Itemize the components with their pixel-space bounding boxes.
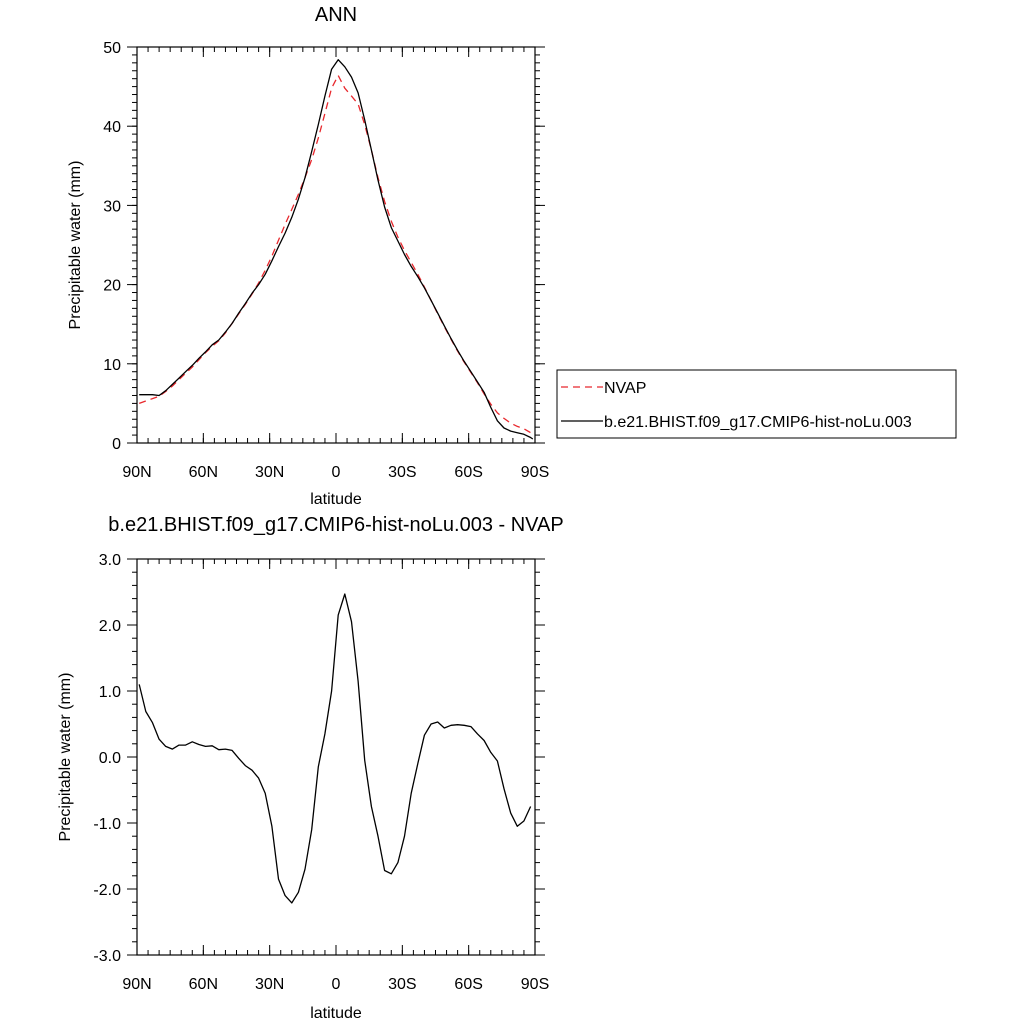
top-chart-y-tick-label: 10 — [103, 357, 121, 374]
bottom-chart-panel: b.e21.BHIST.f09_g17.CMIP6-hist-noLu.003 … — [57, 514, 564, 1022]
top-chart-x-tick-label: 60S — [454, 464, 482, 481]
bottom-chart-x-tick-label: 0 — [332, 976, 341, 993]
bottom-chart-x-tick-label: 30N — [255, 976, 284, 993]
bottom-chart-x-tick-label: 60N — [189, 976, 218, 993]
top-chart-series-line-0 — [138, 74, 534, 436]
top-chart-x-tick-label: 60N — [189, 464, 218, 481]
top-chart-y-tick-label: 50 — [103, 40, 121, 57]
legend: NVAP b.e21.BHIST.f09_g17.CMIP6-hist-noLu… — [556, 369, 957, 439]
top-chart-y-axis-label: Precipitable water (mm) — [67, 161, 84, 330]
top-chart-plot-area: 90N 60N 30N 0 30S 60S 90S 0 10 20 30 40 50 — [103, 40, 549, 481]
bottom-chart-y-tick-label: 2.0 — [99, 618, 121, 635]
top-chart-series-line-1 — [139, 59, 534, 440]
bottom-chart-y-axis-label: Precipitable water (mm) — [57, 673, 74, 842]
top-chart-x-tick-label: 90S — [521, 464, 549, 481]
top-chart-x-tick-label: 30N — [255, 464, 284, 481]
bottom-chart-x-tick-label: 60S — [454, 976, 482, 993]
bottom-chart-y-tick-label: -1.0 — [93, 816, 121, 833]
top-chart-panel: ANN Precipitable water (mm) latitude 90N… — [67, 4, 549, 508]
bottom-chart-y-tick-label: 0.0 — [99, 750, 121, 767]
top-chart-x-axis-label: latitude — [310, 491, 362, 508]
bottom-chart-x-tick-label: 90N — [122, 976, 151, 993]
top-chart-y-tick-label: 20 — [103, 278, 121, 295]
bottom-chart-x-tick-label: 30S — [388, 976, 416, 993]
top-chart-y-tick-label: 0 — [112, 436, 121, 453]
top-chart-frame — [136, 46, 536, 444]
top-chart-title: ANN — [315, 4, 357, 26]
bottom-chart-y-tick-label: -3.0 — [93, 948, 121, 965]
bottom-chart-y-tick-label: 1.0 — [99, 684, 121, 701]
bottom-chart-y-tick-label: 3.0 — [99, 552, 121, 569]
legend-label-nvap: NVAP — [604, 380, 646, 397]
bottom-chart-x-tick-label: 90S — [521, 976, 549, 993]
top-chart-x-tick-label: 30S — [388, 464, 416, 481]
bottom-chart-title: b.e21.BHIST.f09_g17.CMIP6-hist-noLu.003 … — [108, 514, 563, 536]
bottom-chart-plot-area: 90N 60N 30N 0 30S 60S 90S 3.0 2.0 1.0 0.0 -1.0 -2.0 -… — [93, 552, 549, 993]
bottom-chart-y-tick-label: -2.0 — [93, 882, 121, 899]
top-chart-y-tick-label: 40 — [103, 119, 121, 136]
legend-label-model: b.e21.BHIST.f09_g17.CMIP6-hist-noLu.003 — [604, 414, 912, 431]
top-chart-x-tick-label: 0 — [332, 464, 341, 481]
bottom-chart-frame — [136, 558, 536, 956]
bottom-chart-x-axis-label: latitude — [310, 1005, 362, 1022]
bottom-chart-series-line-0 — [138, 593, 532, 904]
top-chart-y-tick-label: 30 — [103, 198, 121, 215]
top-chart-x-tick-label: 90N — [122, 464, 151, 481]
legend-box — [556, 369, 957, 439]
